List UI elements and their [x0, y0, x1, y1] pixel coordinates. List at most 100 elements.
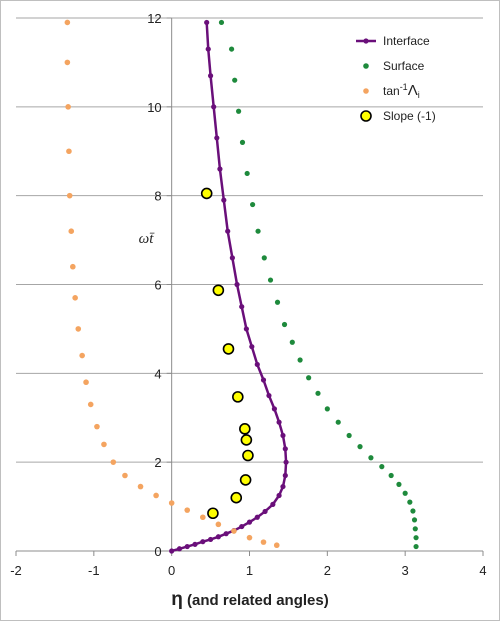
- interface-point: [243, 326, 249, 332]
- y-tick-label: 10: [147, 100, 161, 115]
- interface-point: [184, 543, 190, 550]
- y-tick-label: 12: [147, 11, 161, 26]
- tan-inverse-point: [94, 423, 100, 430]
- interface-point: [254, 514, 260, 520]
- tan-inverse-point: [168, 500, 175, 506]
- surface-point: [413, 543, 419, 550]
- surface-point: [315, 390, 321, 396]
- tan-inverse-point: [260, 539, 267, 545]
- surface-point: [232, 77, 238, 83]
- tan-inverse-point: [153, 492, 159, 499]
- interface-point: [217, 166, 223, 172]
- x-tick-label: -1: [88, 563, 100, 578]
- surface-point: [412, 526, 418, 532]
- x-tick-label: 3: [402, 563, 409, 578]
- y-tick-label: 0: [154, 544, 161, 559]
- surface-point: [239, 139, 246, 145]
- y-tick-label: 4: [154, 366, 161, 381]
- interface-point: [211, 104, 217, 110]
- slope-point: [207, 507, 219, 520]
- tan-inverse-point: [79, 352, 85, 359]
- interface-point: [204, 19, 210, 26]
- legend-item: tan-1Λi: [363, 82, 420, 100]
- surface-point: [297, 357, 303, 363]
- surface-point: [411, 517, 418, 523]
- tan-inverse-point: [215, 521, 222, 528]
- interface-point: [200, 539, 206, 545]
- tan-inverse-point: [200, 514, 206, 521]
- interface-point: [246, 519, 253, 525]
- surface-point: [236, 108, 242, 114]
- surface-point: [396, 481, 402, 487]
- interface-point: [223, 531, 229, 537]
- y-axis-title: ωt̄: [139, 231, 155, 247]
- legend-swatch-marker: [363, 88, 369, 94]
- interface-point: [280, 483, 286, 490]
- interface-point: [225, 228, 231, 234]
- interface-point: [192, 541, 198, 547]
- surface-point: [218, 19, 225, 26]
- tan-inverse-point: [72, 295, 78, 301]
- surface-point: [267, 277, 274, 283]
- surface-point: [357, 444, 363, 450]
- interface-point: [254, 361, 260, 368]
- tan-inverse-point: [66, 192, 73, 199]
- tan-inverse-point: [68, 228, 75, 234]
- legend: Interface Surface tan-1Λi Slope (-1): [356, 34, 436, 123]
- legend-label-sub: i: [418, 90, 420, 100]
- slope-point: [200, 187, 213, 200]
- interface-point: [169, 548, 175, 554]
- x-axis-title: η (and related angles): [171, 589, 328, 610]
- interface-point: [239, 523, 245, 530]
- tan-inverse-point: [110, 459, 117, 465]
- interface-point: [234, 281, 240, 288]
- tan-inverse-point: [122, 472, 128, 479]
- surface-point: [255, 228, 261, 234]
- surface-point: [306, 375, 312, 381]
- tan-inverse-point: [64, 59, 71, 66]
- surface-point: [379, 464, 385, 470]
- surface-point: [289, 339, 295, 345]
- legend-label: Slope (-1): [383, 109, 436, 123]
- legend-item: Slope (-1): [360, 109, 436, 123]
- legend-label: Surface: [383, 59, 425, 73]
- interface-point: [282, 446, 288, 452]
- interface-point: [260, 377, 267, 383]
- legend-swatch-marker: [363, 38, 369, 44]
- legend-swatch-marker: [360, 110, 372, 122]
- interface-point: [207, 73, 214, 79]
- interface-point: [229, 255, 235, 261]
- legend-label: Interface: [383, 34, 430, 48]
- interface-point: [262, 508, 268, 515]
- legend-item: Surface: [363, 59, 425, 73]
- tan-inverse-point: [83, 379, 89, 386]
- surface-point: [388, 472, 394, 479]
- surface-point: [407, 499, 413, 505]
- tan-inverse-point: [87, 401, 94, 408]
- tan-inverse-point: [273, 542, 280, 549]
- x-axis-title-text: (and related angles): [183, 592, 329, 609]
- legend-item: Interface: [356, 34, 430, 48]
- surface-point: [281, 321, 288, 328]
- tan-inverse-point: [231, 528, 237, 534]
- series-layer: [64, 19, 419, 554]
- y-tick-label: 8: [154, 189, 161, 204]
- y-tick-label: 2: [154, 455, 161, 470]
- interface-point: [276, 419, 282, 425]
- interface-point: [214, 135, 220, 141]
- tan-inverse-point: [70, 263, 76, 270]
- x-tick-label: 0: [168, 563, 175, 578]
- interface-point: [239, 304, 245, 310]
- surface-point: [250, 201, 256, 208]
- x-tick-label: 4: [479, 563, 486, 578]
- interface-point: [271, 406, 278, 412]
- tan-inverse-point: [64, 19, 71, 26]
- legend-label-sup: -1: [400, 82, 408, 92]
- legend-label: tan-1Λi: [383, 82, 420, 100]
- surface-point: [410, 508, 416, 514]
- tan-inverse-point: [65, 104, 71, 110]
- legend-swatch-marker: [363, 63, 369, 69]
